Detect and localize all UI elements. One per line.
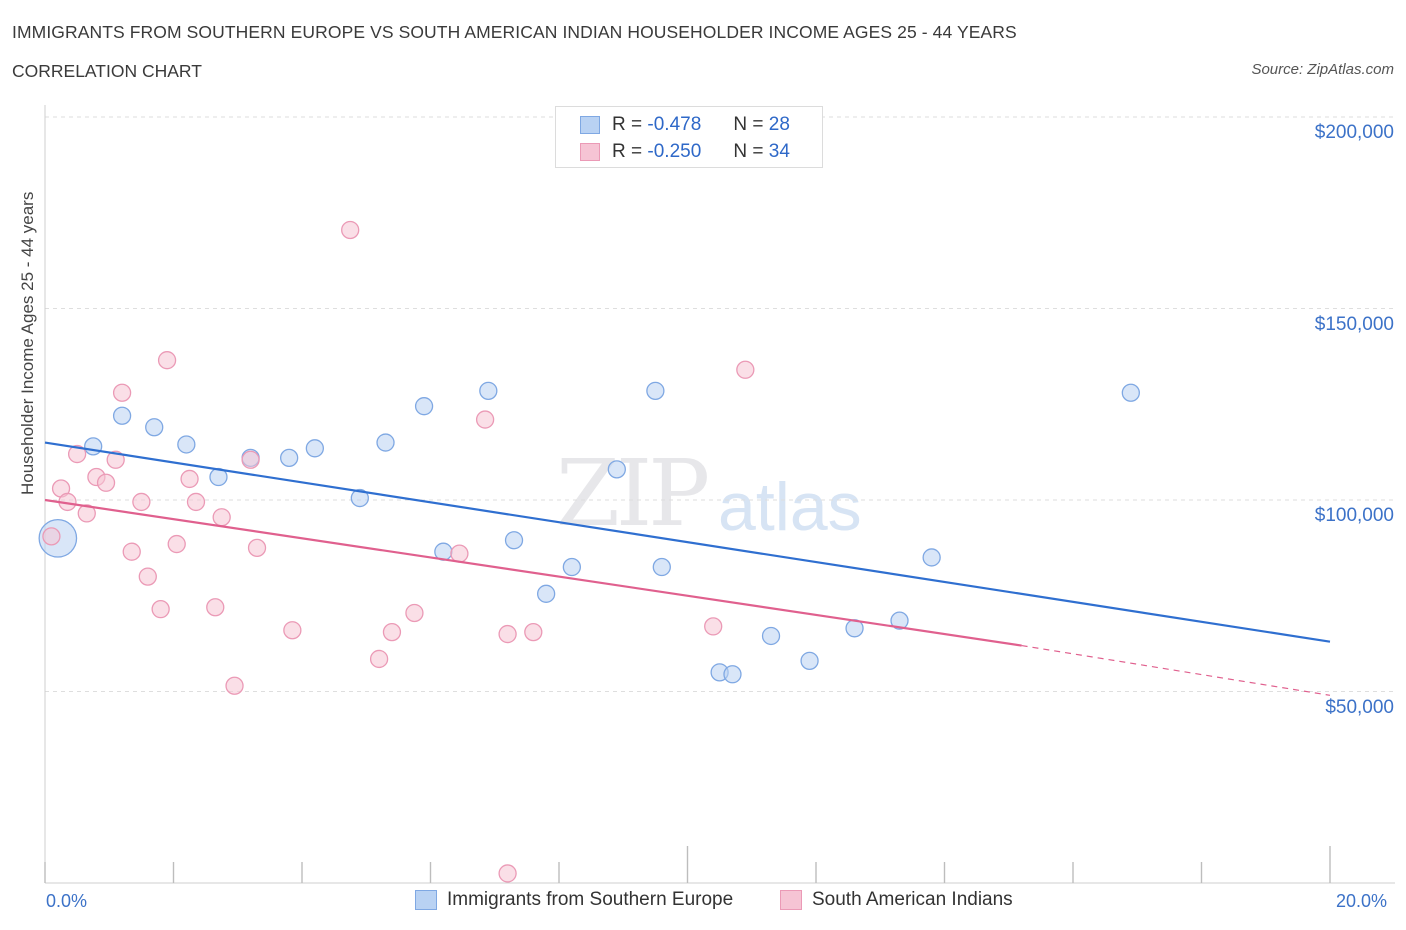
data-point-s2-17 xyxy=(206,598,225,617)
chart-subtitle: CORRELATION CHART xyxy=(12,61,202,81)
legend-swatch-series1 xyxy=(415,890,437,910)
data-point-s1-11 xyxy=(414,397,434,416)
legend-swatch-series2 xyxy=(780,890,802,910)
trend-line-dashed-s2 xyxy=(1021,644,1331,696)
data-point-s2-27 xyxy=(450,544,469,563)
y-tick-label-100000: $100,000 xyxy=(1314,505,1394,526)
x-tick-label-max: 20.0% xyxy=(1336,891,1388,911)
data-point-s1-22 xyxy=(761,626,781,646)
x-tick-label-min: 0.0% xyxy=(46,891,88,911)
data-point-s2-29 xyxy=(498,624,517,644)
data-point-s1-1 xyxy=(84,437,103,456)
data-point-s2-20 xyxy=(241,450,260,469)
legend-item-series1[interactable]: Immigrants from Southern Europe xyxy=(415,889,733,911)
n-value: 34 xyxy=(768,141,790,162)
trend-line-s2 xyxy=(44,498,1022,647)
data-point-s2-33 xyxy=(736,360,755,379)
r-label: R = xyxy=(612,114,643,135)
correlation-stats-box: R = -0.478 N = 28 R = -0.250 N = 34 xyxy=(555,106,823,168)
data-point-s2-8 xyxy=(112,383,132,402)
data-point-s1-19 xyxy=(652,557,671,577)
legend-item-series2[interactable]: South American Indians xyxy=(780,889,1013,911)
data-point-s2-11 xyxy=(138,567,157,586)
data-point-s2-12 xyxy=(151,600,170,619)
data-point-s2-10 xyxy=(132,492,151,512)
source-label: Source: ZipAtlas.com xyxy=(1251,61,1394,78)
data-point-s2-30 xyxy=(524,622,543,642)
data-point-s2-19 xyxy=(225,676,244,695)
y-tick-label-150000: $150,000 xyxy=(1314,314,1394,335)
y-axis-label: Householder Income Ages 25 - 44 years xyxy=(18,191,37,495)
data-point-s1-7 xyxy=(279,448,299,468)
data-point-s2-15 xyxy=(180,469,199,489)
data-point-s1-2 xyxy=(112,406,132,425)
stats-row-series1: R = -0.478 N = 28 xyxy=(580,113,790,137)
r-label: R = xyxy=(612,141,643,162)
data-point-s2-18 xyxy=(212,508,231,527)
series2-swatch xyxy=(580,143,600,161)
data-point-s1-21 xyxy=(723,665,742,684)
data-point-s1-27 xyxy=(1121,383,1140,402)
data-point-s1-9 xyxy=(350,488,369,508)
data-point-s2-28 xyxy=(475,410,495,429)
data-point-s1-3 xyxy=(145,418,164,437)
data-point-s2-14 xyxy=(167,534,186,554)
data-point-s2-4 xyxy=(77,504,96,523)
data-point-s2-16 xyxy=(186,492,206,512)
data-point-s2-6 xyxy=(96,473,116,492)
data-point-s1-16 xyxy=(537,584,556,603)
data-point-s1-14 xyxy=(504,531,524,550)
data-point-s1-26 xyxy=(922,548,941,567)
data-point-s2-3 xyxy=(67,444,87,464)
data-point-s1-25 xyxy=(890,611,909,630)
trend-line-s1 xyxy=(44,441,1331,643)
watermark-zip: ZIP xyxy=(556,440,710,547)
data-point-s2-24 xyxy=(369,649,389,669)
data-point-s2-9 xyxy=(122,542,141,561)
stats-row-series2: R = -0.250 N = 34 xyxy=(580,140,790,164)
data-point-s2-21 xyxy=(247,538,267,558)
data-point-s1-23 xyxy=(800,651,819,671)
chart-title: IMMIGRANTS FROM SOUTHERN EUROPE VS SOUTH… xyxy=(12,22,1017,42)
r-value: -0.478 xyxy=(647,114,702,135)
n-label: N = xyxy=(733,114,764,135)
data-point-s2-26 xyxy=(405,603,424,623)
r-value: -0.250 xyxy=(647,141,702,162)
data-point-s1-15 xyxy=(562,557,581,577)
series1-swatch xyxy=(580,116,600,134)
data-point-s2-32 xyxy=(704,617,723,636)
data-point-s1-18 xyxy=(646,381,665,400)
y-tick-label-200000: $200,000 xyxy=(1314,122,1394,143)
y-tick-label-50000: $50,000 xyxy=(1325,697,1394,718)
data-point-s1-10 xyxy=(376,433,395,452)
data-point-s2-0 xyxy=(42,527,61,546)
data-point-s2-13 xyxy=(157,351,177,370)
data-point-s1-8 xyxy=(305,439,325,458)
data-point-s2-7 xyxy=(106,450,125,469)
n-label: N = xyxy=(733,141,764,162)
data-point-s2-22 xyxy=(283,621,302,640)
n-value: 28 xyxy=(768,114,790,135)
data-point-s1-4 xyxy=(177,435,196,454)
watermark-atlas: atlas xyxy=(718,469,862,545)
data-point-s2-31 xyxy=(498,864,517,883)
legend-label-series1: Immigrants from Southern Europe xyxy=(447,889,734,910)
data-point-s2-25 xyxy=(382,622,402,642)
legend-label-series2: South American Indians xyxy=(812,889,1013,910)
data-point-s1-13 xyxy=(479,381,498,400)
data-point-s2-23 xyxy=(341,220,360,240)
data-point-s1-17 xyxy=(607,460,626,479)
